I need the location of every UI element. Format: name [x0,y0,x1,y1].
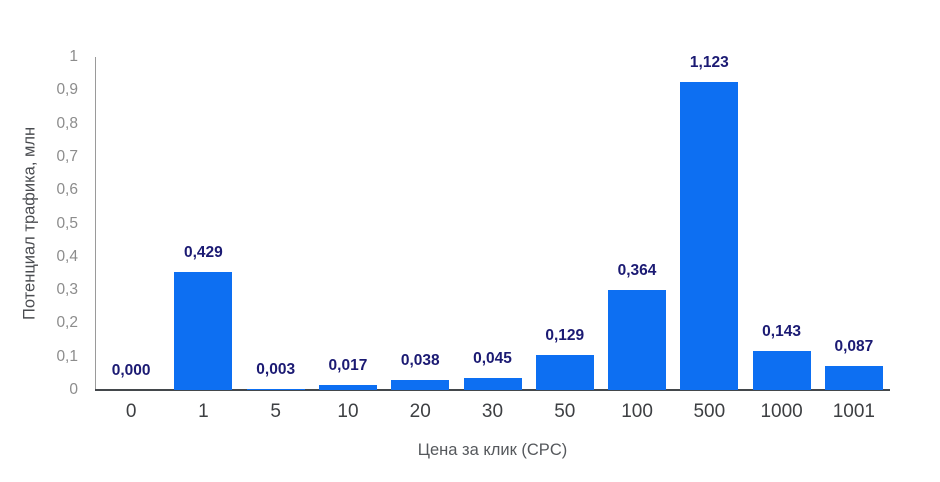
y-axis-line [95,57,96,390]
x-tick-label: 10 [337,401,359,422]
x-tick-label: 1 [198,401,209,422]
bar [391,379,450,390]
bar-value-label: 0,003 [256,360,296,378]
y-tick-label: 0,6 [56,181,78,199]
y-tick-label: 0,1 [56,347,78,365]
x-tick-label: 500 [693,401,726,422]
bar [318,385,377,390]
bar-value-label: 0,017 [328,357,368,375]
bar-value-label: 0,087 [834,338,874,356]
bar-value-label: 0,143 [762,322,801,340]
bar [608,290,667,390]
y-tick-label: 0,5 [56,214,78,232]
x-tick-label: 5 [270,401,281,422]
bar-value-label: 0,038 [400,351,440,369]
y-tick-label: 0,3 [56,281,78,299]
y-tick-label: 1 [69,48,78,65]
bar [752,350,811,390]
x-axis-line [95,389,890,391]
y-tick-label: 0,2 [56,314,78,332]
bar-value-label: 0,000 [111,362,151,379]
bar-value-label: 0,429 [184,244,223,262]
bar [824,366,883,390]
x-tick-label: 20 [409,401,431,422]
y-tick-label: 0,4 [56,247,78,265]
x-tick-label: 1000 [760,401,803,422]
bar [535,354,594,390]
x-tick-label: 0 [125,401,137,422]
y-tick-label: 0,7 [56,147,78,165]
y-tick-label: 0,9 [56,81,78,99]
bar [680,81,739,390]
y-tick-label: 0,8 [56,114,78,132]
x-tick-label: 1001 [832,401,875,422]
bar-value-label: 0,045 [473,349,512,367]
bar [174,272,233,390]
bar [246,388,305,390]
x-tick-label: 30 [481,401,504,422]
x-axis-title: Цена за клик (CPC) [417,441,568,459]
x-tick-label: 50 [554,401,576,422]
x-tick-label: 100 [621,401,653,422]
y-tick-label: 0 [69,381,78,398]
bar-value-label: 1,123 [689,53,729,71]
bar-value-label: 0,364 [617,262,657,280]
bar-value-label: 0,129 [545,326,585,344]
bar [463,377,522,390]
